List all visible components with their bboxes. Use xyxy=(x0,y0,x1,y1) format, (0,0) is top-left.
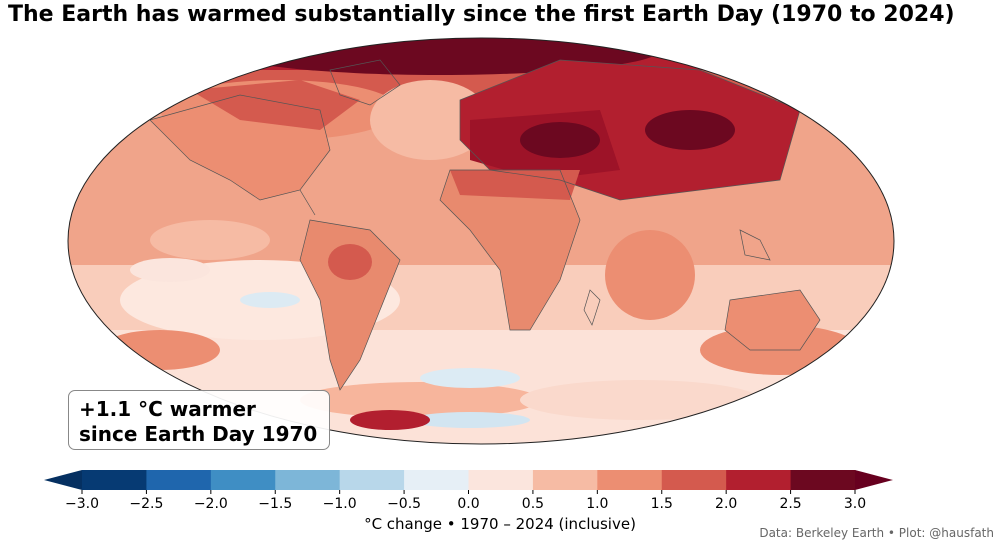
coastlines xyxy=(149,59,821,391)
colorbar-tick-label: 3.0 xyxy=(844,496,866,512)
colorbar-tick-label: 2.0 xyxy=(715,496,737,512)
colorbar-swatch xyxy=(790,470,856,490)
colorbar-swatch xyxy=(82,470,147,490)
colorbar-swatch xyxy=(532,470,598,490)
colorbar-label: °C change • 1970 – 2024 (inclusive) xyxy=(364,515,636,533)
colorbar-swatch xyxy=(726,470,792,490)
callout-line2: since Earth Day 1970 xyxy=(79,422,318,446)
colorbar-swatch xyxy=(597,470,663,490)
colorbar-tick-label: 1.0 xyxy=(586,496,608,512)
callout-line1: +1.1 °C warmer xyxy=(79,397,256,421)
colorbar-tick-label: 1.5 xyxy=(651,496,673,512)
colorbar-extend-high xyxy=(855,470,893,490)
colorbar-tick-label: −2.0 xyxy=(194,496,228,512)
colorbar-swatch xyxy=(146,470,212,490)
colorbar-swatch xyxy=(339,470,405,490)
colorbar-swatch xyxy=(275,470,341,490)
colorbar-tick-label: −1.0 xyxy=(323,496,357,512)
chart-title: The Earth has warmed substantially since… xyxy=(8,2,955,27)
temperature-field xyxy=(68,38,894,444)
colorbar-swatch xyxy=(661,470,727,490)
colorbar-extend-low xyxy=(44,470,82,490)
credit-text: Data: Berkeley Earth • Plot: @hausfath xyxy=(759,526,994,540)
colorbar-tick-label: 0.0 xyxy=(457,496,479,512)
colorbar: −3.0 −2.5 −2.0 −1.5 −1.0 −0.5 0.0 0.5 1.0 1.5 2.0 2… xyxy=(44,470,893,512)
colorbar-tick-label: −1.5 xyxy=(258,496,292,512)
colorbar-swatch xyxy=(468,470,534,490)
colorbar-tick-label: −2.5 xyxy=(129,496,163,512)
colorbar-tick-label: 2.5 xyxy=(779,496,801,512)
colorbar-tick-label: −3.0 xyxy=(65,496,99,512)
warming-callout: +1.1 °C warmer since Earth Day 1970 xyxy=(68,390,330,450)
colorbar-tick-label: −0.5 xyxy=(387,496,421,512)
globe-outline xyxy=(67,37,895,445)
colorbar-swatch xyxy=(404,470,469,490)
colorbar-swatch xyxy=(210,470,276,490)
colorbar-tick-label: 0.5 xyxy=(522,496,544,512)
